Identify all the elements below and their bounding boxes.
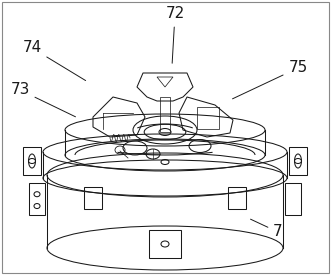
Text: 7: 7 xyxy=(251,219,283,240)
Text: 74: 74 xyxy=(23,40,86,81)
Text: 75: 75 xyxy=(232,60,307,99)
Text: 72: 72 xyxy=(166,7,185,63)
Text: 73: 73 xyxy=(10,82,75,117)
